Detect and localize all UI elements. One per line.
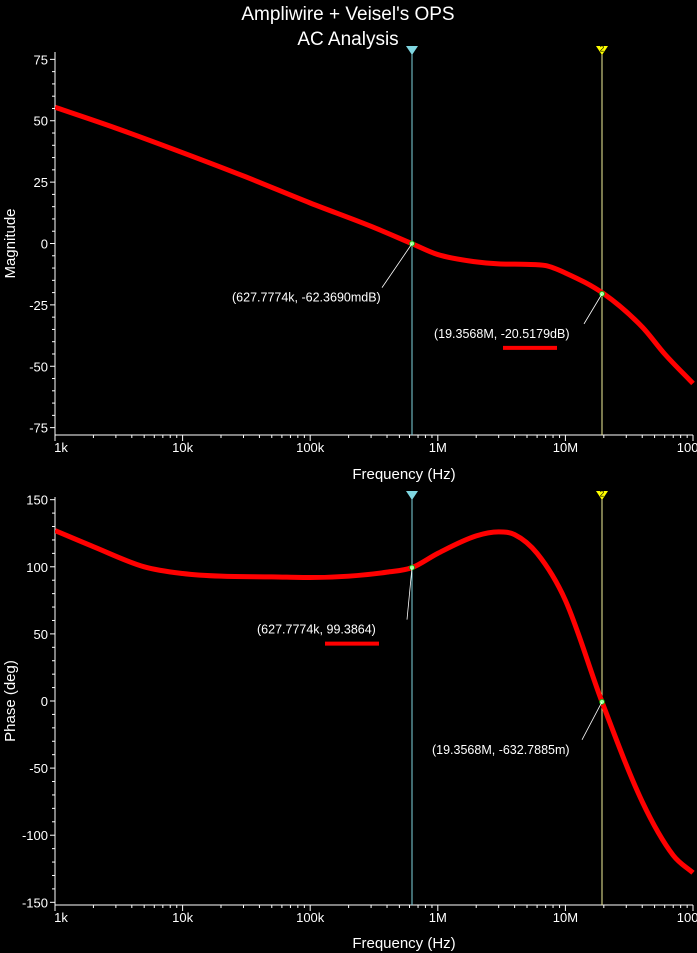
chart-subtitle: AC Analysis	[297, 29, 398, 50]
annotation-leader-line	[381, 243, 413, 288]
chart-title: Ampliwire + Veisel's OPS	[241, 4, 454, 25]
series-line	[55, 104, 695, 386]
x-tick-label: 10k	[172, 910, 193, 925]
x-tick-label: 1M	[429, 440, 447, 455]
y-tick-label: 50	[34, 627, 48, 642]
magnitude-plot: 1k 10k 100k 1M 10M 100M 75 50 25 0 -25 -50 -75 Freque…	[2, 45, 697, 484]
x-tick-label: 1k	[54, 440, 68, 455]
cursor-b-marker	[595, 491, 608, 500]
cursor-b-marker-label: 2	[600, 490, 605, 499]
y-tick-label: -50	[29, 359, 48, 374]
cursor-b-marker-label: 2	[600, 45, 605, 54]
y-tick-label: 150	[26, 493, 48, 508]
x-tick-label: 10M	[553, 440, 578, 455]
y-tick-label: -75	[29, 421, 48, 436]
x-tick-label: 100M	[677, 910, 697, 925]
x-tick-label: 100M	[677, 440, 697, 455]
annotation-leader-line	[583, 293, 603, 325]
x-tick-label: 1k	[54, 910, 68, 925]
annotation-leader-line	[406, 567, 413, 620]
y-tick-label: 25	[34, 175, 48, 190]
y-tick-label: -100	[22, 828, 48, 843]
cursor-a-marker	[406, 46, 418, 55]
y-tick-label: 50	[34, 114, 48, 129]
annotation-label: (627.7774k, 99.3864)	[257, 623, 376, 637]
y-tick-label: 100	[26, 560, 48, 575]
annotation-label: (19.3568M, -632.7885m)	[432, 743, 570, 757]
y-tick-label: -150	[22, 895, 48, 910]
y-tick-label: 0	[41, 694, 48, 709]
y-tick-label: -50	[29, 761, 48, 776]
cursor-a-marker	[406, 491, 418, 500]
phase-plot: 1k 10k 100k 1M 10M 100M 150 100 50 0 -50 -100 -150 Fr…	[2, 490, 697, 953]
x-tick-label: 10M	[553, 910, 578, 925]
y-tick-label: 0	[41, 237, 48, 252]
x-tick-label: 100k	[296, 910, 325, 925]
x-tick-label: 100k	[296, 440, 325, 455]
annotation-label: (19.3568M, -20.5179dB)	[434, 327, 570, 341]
x-axis-label: Frequency (Hz)	[352, 466, 455, 483]
x-tick-label: 10k	[172, 440, 193, 455]
annotation-leader-line	[581, 701, 603, 741]
series-line	[55, 528, 695, 875]
y-tick-label: -25	[29, 298, 48, 313]
annotation-label: (627.7774k, -62.3690mdB)	[232, 291, 381, 305]
x-axis-label: Frequency (Hz)	[352, 935, 455, 952]
y-axis-label: Phase (deg)	[2, 660, 19, 742]
x-tick-label: 1M	[429, 910, 447, 925]
y-tick-label: 75	[34, 52, 48, 67]
y-axis-label: Magnitude	[2, 208, 19, 278]
cursor-b-marker	[595, 46, 608, 55]
